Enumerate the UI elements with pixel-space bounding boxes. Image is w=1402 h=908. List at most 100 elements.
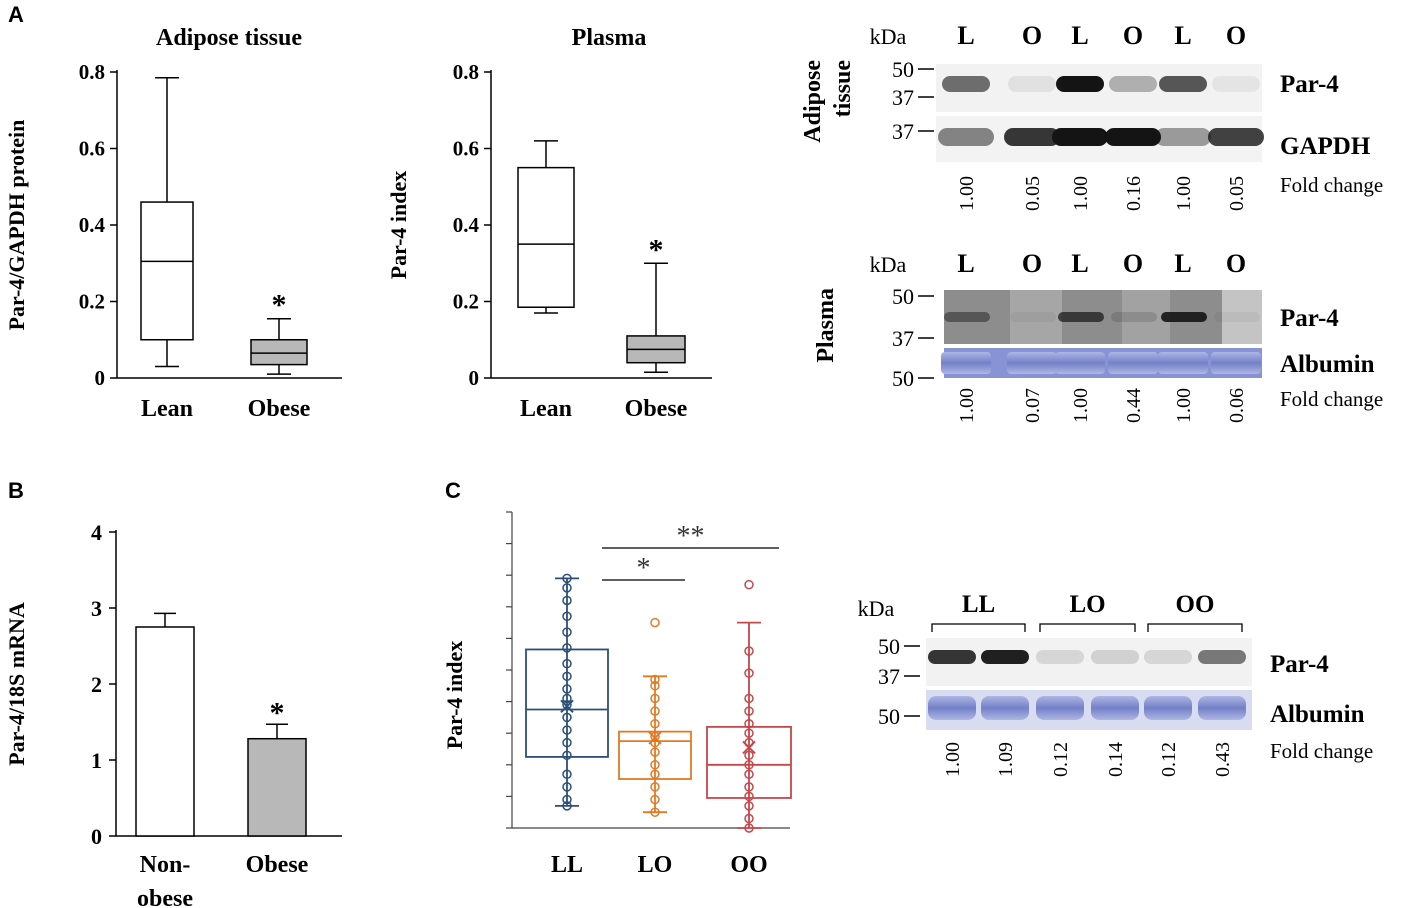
par4-band — [1144, 650, 1192, 664]
fold-change-label: Fold change — [1280, 173, 1383, 197]
panel-label-b: B — [8, 478, 24, 503]
par4-band — [1010, 312, 1056, 322]
data-point — [650, 731, 660, 742]
data-point — [562, 712, 572, 723]
gapdh-band — [1105, 128, 1161, 146]
chart-title: Plasma — [572, 25, 647, 51]
bar — [247, 737, 307, 837]
mean-marker — [560, 699, 574, 714]
par4-band — [1109, 76, 1157, 92]
data-point — [650, 674, 660, 685]
gapdh-band — [1004, 128, 1060, 146]
albumin-band — [941, 352, 991, 374]
gapdh-band — [1052, 128, 1108, 146]
data-point — [650, 706, 660, 716]
kda-marker: 37 — [892, 326, 914, 351]
data-point — [562, 769, 572, 780]
par4-membrane-light — [1010, 290, 1062, 344]
bar — [135, 626, 195, 837]
blot-side-label: Plasma — [813, 288, 839, 363]
data-point — [562, 595, 572, 606]
albumin-band — [1007, 352, 1057, 374]
lane-label: L — [1174, 21, 1191, 50]
fold-change-label: Fold change — [1270, 739, 1373, 763]
kda-marker: 37 — [892, 119, 914, 144]
albumin-band — [1036, 696, 1084, 720]
fold-change-value: 0.16 — [1123, 176, 1145, 211]
data-point — [562, 643, 572, 653]
data-point — [744, 668, 754, 678]
group-label: LO — [1069, 591, 1105, 618]
data-point — [744, 813, 754, 824]
x-category-label: Lean — [520, 396, 572, 422]
fold-change-value: 0.05 — [1022, 176, 1044, 211]
gapdh-band — [1155, 128, 1211, 146]
y-tick-label: 0.6 — [453, 137, 479, 161]
y-tick-label: 0 — [91, 824, 102, 849]
fold-change-value: 0.43 — [1212, 742, 1234, 777]
y-tick-label: 0.6 — [79, 137, 105, 161]
x-category-label: Obese — [248, 396, 311, 422]
par4-band — [1056, 76, 1104, 92]
par4-band — [1214, 312, 1260, 322]
box-obese — [250, 339, 308, 366]
fold-change-value: 1.09 — [995, 742, 1017, 777]
data-point — [744, 782, 754, 792]
kda-header: kDa — [870, 252, 907, 277]
lane-label: O — [1022, 249, 1042, 278]
band-label-par4: Par-4 — [1280, 305, 1339, 332]
lane-label: O — [1226, 21, 1246, 50]
par4-membrane — [926, 638, 1252, 686]
par4-band — [1198, 650, 1246, 664]
data-point — [562, 750, 572, 761]
albumin-band — [1211, 352, 1261, 374]
data-point — [650, 718, 660, 729]
data-point — [562, 693, 572, 704]
plasma-boxplot: Plasma 0 0.2 0.4 0.6 0.8 Par-4 index Lean Obese * — [386, 25, 712, 422]
band-label-albumin: Albumin — [1270, 701, 1365, 728]
group-label: OO — [1176, 591, 1215, 618]
fold-change-value: 1.00 — [1070, 388, 1092, 423]
data-point — [562, 671, 572, 682]
data-point — [744, 769, 754, 780]
y-tick-label: 0.2 — [453, 290, 479, 314]
lane-label: L — [1071, 21, 1088, 50]
panel-label-a: A — [8, 2, 24, 27]
y-tick-label: 0 — [95, 366, 106, 390]
data-point — [562, 573, 572, 584]
kda-marker: 50 — [892, 366, 914, 391]
data-point — [650, 747, 660, 757]
albumin-band — [1108, 352, 1158, 374]
box-lean — [140, 201, 194, 341]
fold-change-value: 0.06 — [1226, 388, 1248, 423]
data-point — [650, 760, 660, 770]
lane-label: L — [1174, 249, 1191, 278]
data-point — [744, 693, 754, 704]
y-axis-label: Par-4/18S mRNA — [4, 602, 29, 766]
box-ll — [525, 648, 609, 758]
adipose-boxplot: Adipose tissue 0 0.2 0.4 0.6 0.8 Par-4/GAPDH p… — [4, 25, 342, 422]
par4-band — [1058, 312, 1104, 322]
y-tick-label: 0.8 — [79, 60, 105, 84]
kda-header: kDa — [870, 24, 907, 49]
par4-band — [1161, 312, 1207, 322]
fold-change-value: 1.00 — [1173, 176, 1195, 211]
data-point — [562, 801, 572, 811]
x-category-label: LL — [551, 852, 583, 878]
mrna-bar-chart: 0 1 2 3 4 Par-4/18S mRNA Non-obese Obese * — [4, 520, 342, 908]
albumin-band — [928, 696, 976, 720]
box-lean — [517, 166, 575, 308]
albumin-band — [1091, 696, 1139, 720]
band-label-albumin: Albumin — [1280, 351, 1375, 378]
x-category-label: Obese — [625, 396, 688, 422]
gapdh-band — [938, 128, 994, 146]
data-point — [744, 760, 754, 770]
band-label-par4: Par-4 — [1270, 651, 1329, 678]
fold-change-value: 1.00 — [1173, 388, 1195, 423]
blot-side-label: Adipose — [800, 60, 826, 143]
kda-marker: 50 — [878, 704, 900, 729]
x-category-label: LO — [638, 852, 673, 878]
